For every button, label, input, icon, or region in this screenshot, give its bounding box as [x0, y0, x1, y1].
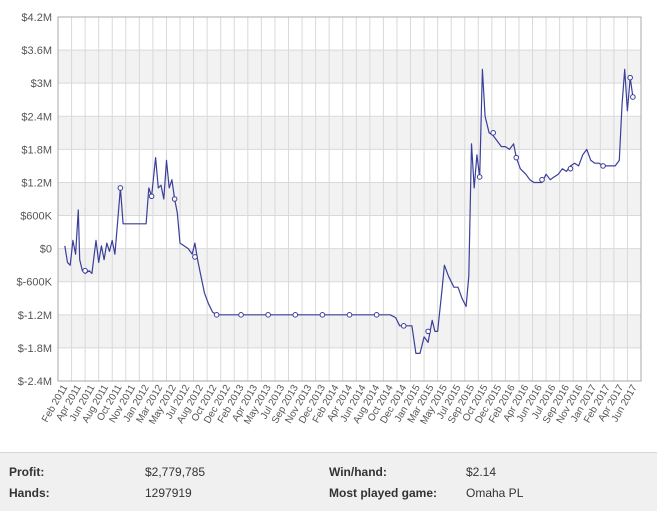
data-point-marker [117, 185, 124, 191]
y-tick-label: $3.6M [21, 45, 52, 57]
data-point-marker [400, 323, 407, 329]
data-point-marker [292, 312, 299, 318]
y-tick-label: $600K [20, 211, 52, 223]
data-point-marker [630, 94, 636, 100]
profit-chart: $4.2M $3.6M $3M $2.4M $1.8M $1.2M $600K $0 $-600… [17, 12, 642, 427]
plot-band [58, 281, 641, 315]
win-per-hand-value: $2.14 [466, 465, 497, 479]
plot-frame [57, 16, 642, 382]
y-tick-label: $3M [31, 78, 52, 90]
data-point-marker [171, 196, 178, 202]
stats-panel: Profit: $2,779,785 Hands: 1297919 Win/ha… [0, 452, 657, 511]
data-point-marker [319, 312, 326, 318]
data-point-marker [213, 312, 220, 318]
most-played-game-value: Omaha PL [466, 486, 524, 500]
y-tick-label: $-2.4M [18, 376, 52, 388]
data-point-marker [513, 154, 520, 161]
data-point-marker [539, 176, 545, 183]
profit-value: $2,779,785 [145, 465, 206, 479]
profit-line [64, 68, 634, 354]
y-tick-label: $-1.8M [18, 343, 52, 355]
profit-label: Profit: [9, 465, 45, 479]
data-point-marker [346, 312, 353, 318]
data-point-marker [148, 193, 155, 200]
y-tick-label: $1.2M [21, 177, 52, 189]
hands-label: Hands: [9, 486, 50, 500]
plot-band [58, 83, 641, 117]
data-point-marker [373, 312, 380, 318]
data-point-marker [425, 328, 431, 335]
data-point-marker [490, 130, 497, 136]
y-tick-label: $-600K [17, 277, 53, 289]
plot-band [58, 50, 641, 84]
data-point-marker [265, 312, 271, 318]
chart-svg: $4.2M $3.6M $3M $2.4M $1.8M $1.2M $600K $0 $-600… [17, 12, 642, 427]
most-played-game-label: Most played game: [329, 486, 438, 500]
hands-value: 1297919 [145, 486, 192, 500]
win-per-hand-label: Win/hand: [329, 465, 387, 479]
plot-band [58, 248, 641, 282]
data-point-marker [476, 174, 483, 180]
y-tick-label: $2.4M [21, 111, 52, 123]
plot-band [58, 314, 641, 348]
data-point-marker [82, 267, 88, 274]
data-point-marker [627, 74, 633, 81]
y-tick-label: $1.8M [21, 144, 52, 156]
y-tick-label: $-1.2M [18, 310, 52, 322]
data-point-marker [600, 163, 606, 169]
y-tick-label: $0 [40, 244, 52, 256]
plot-band [58, 116, 641, 150]
data-point-marker [567, 165, 574, 172]
plot-band [58, 182, 641, 216]
plot-band [58, 215, 641, 249]
y-tick-label: $4.2M [21, 12, 52, 24]
data-point-marker [192, 254, 198, 260]
plot-band [58, 17, 641, 51]
plot-band [58, 347, 641, 381]
data-point-marker [238, 312, 244, 318]
